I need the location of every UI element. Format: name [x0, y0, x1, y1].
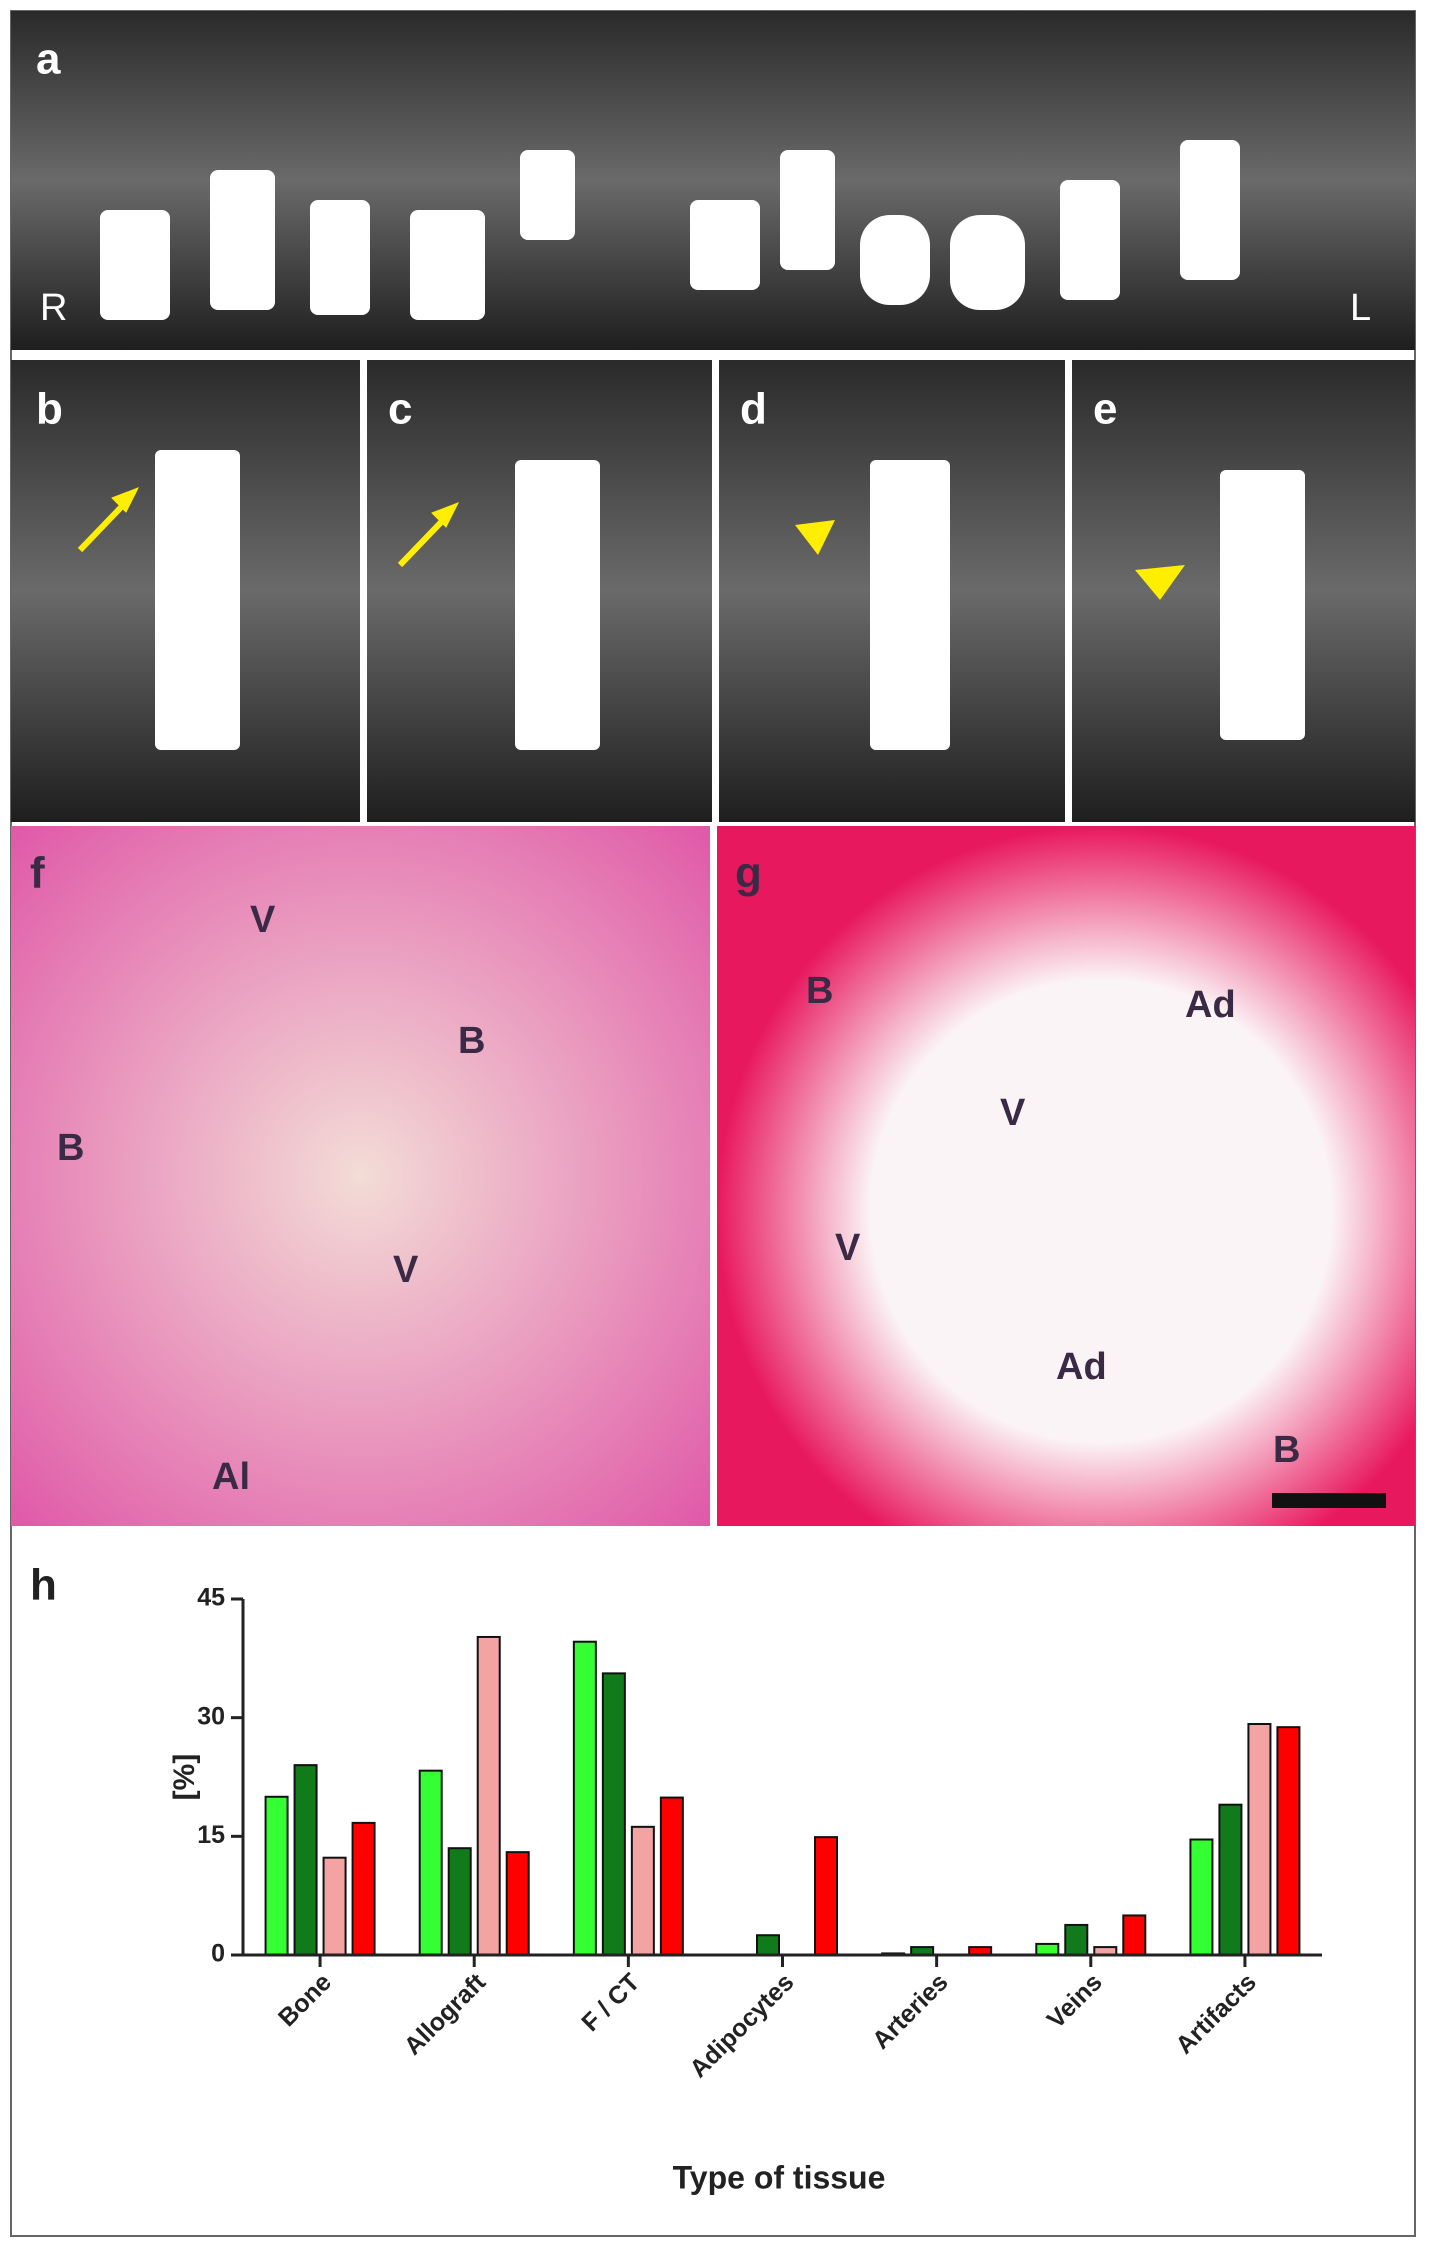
y-tick-label: 45 [197, 1584, 225, 1612]
teeth [100, 140, 1240, 320]
panel-letter: a [36, 35, 61, 84]
panel-letter: b [36, 385, 63, 434]
bar [601, 1672, 626, 1957]
panel-letter: f [30, 849, 45, 898]
bar [1122, 1914, 1147, 1957]
tissue-label: B [806, 970, 833, 1012]
ct-slices [11, 360, 1415, 822]
tissue-label: V [393, 1249, 419, 1291]
panel-letter: g [735, 849, 762, 898]
panel-letter: d [740, 385, 767, 434]
bar [814, 1836, 838, 1956]
tissue-label: B [458, 1020, 485, 1062]
bar [572, 1640, 597, 1956]
y-tick-label: 30 [197, 1702, 225, 1730]
tissue-label: V [1000, 1092, 1026, 1134]
panel-letter: e [1093, 385, 1117, 434]
bar [756, 1934, 780, 1956]
tissue-label: Ad [1185, 984, 1236, 1026]
panel-letter: c [388, 385, 412, 434]
bar [1064, 1923, 1089, 1956]
bar [264, 1795, 289, 1957]
bar [1247, 1722, 1272, 1957]
panel-letter: h [30, 1561, 57, 1610]
bar [322, 1856, 347, 1957]
side-label: L [1350, 287, 1371, 329]
bar [1276, 1726, 1301, 1957]
side-label: R [40, 287, 67, 329]
bar [659, 1796, 684, 1956]
bar [351, 1821, 376, 1956]
histology-f [11, 826, 710, 1526]
tissue-label: V [250, 899, 276, 941]
bar [476, 1635, 501, 1957]
bar [505, 1851, 530, 1956]
tissue-label: Al [212, 1456, 250, 1498]
scale-bar [1272, 1493, 1386, 1508]
tissue-label: B [57, 1127, 84, 1169]
bar [1189, 1838, 1214, 1957]
y-axis-label: [%] [168, 1754, 201, 1801]
tissue-label: V [835, 1227, 861, 1269]
tissue-label: Ad [1056, 1346, 1107, 1388]
bar [447, 1847, 472, 1956]
histology-g [717, 826, 1415, 1526]
bar [418, 1769, 443, 1957]
bar [1035, 1942, 1060, 1956]
bar [293, 1764, 318, 1956]
bar [630, 1825, 655, 1956]
x-axis-label: Type of tissue [673, 2159, 886, 2195]
y-tick-label: 15 [197, 1821, 225, 1849]
tissue-label: B [1273, 1429, 1300, 1471]
y-tick-label: 0 [211, 1940, 225, 1968]
bar [1218, 1803, 1243, 1956]
